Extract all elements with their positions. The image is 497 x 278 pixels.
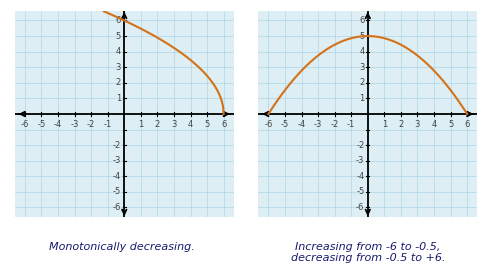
Text: Monotonically decreasing.: Monotonically decreasing. — [49, 242, 195, 252]
Text: 5: 5 — [359, 32, 364, 41]
Text: 6: 6 — [116, 16, 121, 25]
Text: 5: 5 — [448, 120, 453, 129]
Text: -5: -5 — [281, 120, 289, 129]
Text: -2: -2 — [87, 120, 95, 129]
Text: 1: 1 — [116, 94, 121, 103]
Text: -4: -4 — [113, 172, 121, 181]
Text: -5: -5 — [37, 120, 46, 129]
Text: 3: 3 — [116, 63, 121, 72]
Text: -1: -1 — [347, 120, 355, 129]
Text: 1: 1 — [382, 120, 387, 129]
Text: -4: -4 — [297, 120, 306, 129]
Text: -6: -6 — [112, 203, 121, 212]
Text: -5: -5 — [113, 187, 121, 196]
Text: 4: 4 — [188, 120, 193, 129]
Text: -6: -6 — [21, 120, 29, 129]
Text: -3: -3 — [314, 120, 322, 129]
Text: 4: 4 — [431, 120, 437, 129]
Text: -3: -3 — [112, 156, 121, 165]
Text: -2: -2 — [356, 141, 364, 150]
Text: -2: -2 — [331, 120, 339, 129]
Text: 1: 1 — [138, 120, 144, 129]
Text: 5: 5 — [116, 32, 121, 41]
Text: -3: -3 — [356, 156, 364, 165]
Text: 1: 1 — [359, 94, 364, 103]
Text: 2: 2 — [116, 78, 121, 87]
Text: Increasing from -6 to -0.5,
decreasing from -0.5 to +6.: Increasing from -6 to -0.5, decreasing f… — [291, 242, 445, 264]
Text: -4: -4 — [54, 120, 62, 129]
Text: -6: -6 — [356, 203, 364, 212]
Text: 6: 6 — [359, 16, 364, 25]
Text: -2: -2 — [113, 141, 121, 150]
Text: 4: 4 — [116, 47, 121, 56]
Text: -6: -6 — [264, 120, 272, 129]
Text: 3: 3 — [415, 120, 420, 129]
Text: -1: -1 — [103, 120, 112, 129]
Text: 5: 5 — [204, 120, 210, 129]
Text: 6: 6 — [221, 120, 226, 129]
Text: 6: 6 — [465, 120, 470, 129]
Text: -3: -3 — [71, 120, 79, 129]
Text: -5: -5 — [356, 187, 364, 196]
Text: 2: 2 — [359, 78, 364, 87]
Text: -4: -4 — [356, 172, 364, 181]
Text: 3: 3 — [171, 120, 176, 129]
Text: 3: 3 — [359, 63, 364, 72]
Text: 2: 2 — [155, 120, 160, 129]
Text: 2: 2 — [398, 120, 404, 129]
Text: 4: 4 — [359, 47, 364, 56]
